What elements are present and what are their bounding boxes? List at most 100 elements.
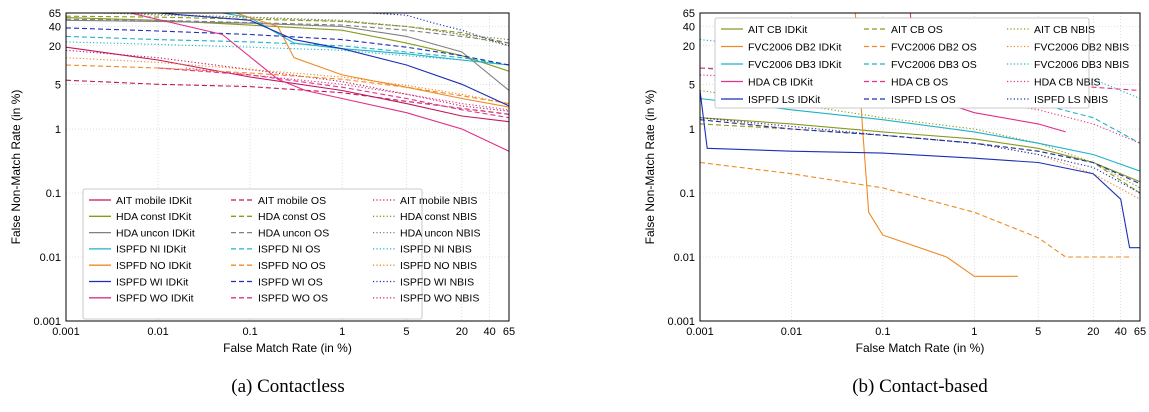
x-tick-label: 1 [339, 326, 345, 338]
y-tick-label: 0.01 [40, 252, 61, 264]
legend-entry: ISPFD NI OS [258, 244, 320, 256]
y-tick-label: 5 [55, 79, 61, 91]
legend-entry: AIT mobile OS [258, 195, 326, 207]
series-line-ispfd-wo-os [157, 67, 509, 119]
x-tick-label: 40 [1115, 326, 1127, 338]
legend-entry: FVC2006 DB3 OS [891, 59, 977, 71]
x-tick-label: 0.1 [875, 326, 890, 338]
legend: AIT CB IDKit FVC2006 DB2 IDKit FVC2006 DB3… [714, 17, 1129, 109]
series-line-ait-mobile-os [66, 79, 509, 115]
y-axis-label: False Non-Match Rate (in %) [643, 90, 657, 245]
x-tick-label: 65 [1134, 326, 1146, 338]
series-line-fvc2006-db2-idkit [854, 13, 1018, 277]
y-tick-label: 65 [49, 8, 61, 20]
legend-entry: FVC2006 DB3 NBIS [1034, 59, 1129, 71]
legend-box [82, 188, 423, 320]
x-tick-label: 5 [1035, 326, 1041, 338]
series-line-ispfd-no-nbis [66, 57, 509, 105]
legend-entry: FVC2006 DB2 NBIS [1034, 41, 1129, 53]
series-line-ispfd-wo-nbis [185, 67, 509, 111]
legend-entry: ISPFD LS NBIS [1034, 94, 1108, 106]
series-line-ispfd-ls-idkit [700, 90, 1140, 249]
legend-entry: ISPFD WO OS [258, 293, 328, 305]
y-axis-label: False Non-Match Rate (in %) [9, 90, 23, 245]
y-tick-label: 1 [55, 124, 61, 136]
chart-contact-based: 0.001 0.01 0.1 1 5 20 40 650.0010.010.115204065… [643, 8, 1146, 397]
y-tick-label: 20 [683, 41, 695, 53]
series-line-ispfd-ni-os [66, 35, 509, 66]
plot-frame [65, 12, 510, 322]
legend-entry: ISPFD WI OS [258, 276, 323, 288]
series-line-ispfd-ls-nbis [700, 117, 1140, 194]
legend-entry: ISPFD WO IDKit [116, 293, 194, 305]
subfigure-caption: (a) Contactless [231, 376, 344, 397]
legend-entry: HDA CB OS [891, 76, 948, 88]
legend-entry: ISPFD NI NBIS [400, 244, 472, 256]
series-group [66, 13, 509, 152]
x-tick-label: 5 [403, 326, 409, 338]
x-tick-label: 65 [503, 326, 515, 338]
series-line-hda-const-nbis [109, 13, 509, 47]
series-line-ispfd-wi-os [66, 27, 509, 66]
x-axis-label: False Match Rate (in %) [856, 341, 985, 355]
legend-entry: FVC2006 DB2 OS [891, 41, 977, 53]
legend-entry: HDA uncon NBIS [400, 227, 481, 239]
x-tick-label: 20 [456, 326, 468, 338]
y-tick-label: 20 [49, 41, 61, 53]
series-line-hda-uncon-nbis [93, 13, 509, 41]
x-tick-label: 0.01 [781, 326, 802, 338]
legend-entry: AIT CB OS [891, 24, 943, 36]
legend-entry: ISPFD NI IDKit [116, 244, 186, 256]
x-axis-label: False Match Rate (in %) [223, 341, 352, 355]
y-tick-label: 65 [683, 8, 695, 20]
plot-frame [699, 12, 1141, 322]
y-tick-label: 40 [49, 21, 61, 33]
legend-entry: ISPFD LS OS [891, 94, 956, 106]
legend-entry: ISPFD LS IDKit [748, 94, 820, 106]
legend-entry: HDA uncon IDKit [116, 227, 195, 239]
series-line-ispfd-no-idkit [235, 13, 509, 108]
legend-entry: ISPFD WO NBIS [400, 293, 479, 305]
legend-entry: FVC2006 DB3 IDKit [748, 59, 841, 71]
series-line-fvc2006-db2-os [700, 161, 1130, 258]
series-line-fvc2006-db3-idkit [700, 97, 1140, 172]
series-line-ispfd-wi-idkit [157, 13, 509, 107]
legend-entry: AIT CB NBIS [1034, 24, 1095, 36]
y-tick-label: 0.1 [680, 188, 695, 200]
x-tick-label: 0.001 [52, 326, 80, 338]
y-tick-label: 0.001 [33, 316, 61, 328]
legend-entry: ISPFD WI NBIS [400, 276, 474, 288]
x-tick-label: 0.01 [147, 326, 168, 338]
y-tick-label: 1 [689, 124, 695, 136]
y-tick-label: 0.01 [674, 252, 695, 264]
legend-box [714, 17, 1090, 109]
legend-entry: HDA CB NBIS [1034, 76, 1101, 88]
series-line-hda-uncon-os [66, 18, 509, 44]
legend-entry: ISPFD NO NBIS [400, 260, 477, 272]
x-tick-label: 0.001 [686, 326, 714, 338]
series-line-ispfd-wo-idkit [130, 13, 509, 152]
y-tick-label: 0.001 [667, 316, 695, 328]
y-tick-label: 0.1 [46, 188, 61, 200]
series-line-ispfd-ni-nbis [66, 41, 509, 66]
series-line-hda-uncon-idkit [66, 19, 509, 91]
series-line-ispfd-wi-nbis [369, 13, 509, 47]
x-tick-label: 0.1 [242, 326, 257, 338]
x-tick-label: 20 [1087, 326, 1099, 338]
series-line-ait-mobile-nbis [66, 49, 509, 112]
x-tick-label: 1 [971, 326, 977, 338]
x-tick-label: 40 [483, 326, 495, 338]
y-tick-label: 5 [689, 79, 695, 91]
legend-entry: ISPFD NO IDKit [116, 260, 191, 272]
legend-entry: AIT CB IDKit [748, 24, 807, 36]
subfigure-caption: (b) Contact-based [852, 376, 988, 397]
legend-entry: HDA uncon OS [258, 227, 329, 239]
legend-entry: HDA const IDKit [116, 211, 191, 223]
legend-entry: FVC2006 DB2 IDKit [748, 41, 841, 53]
series-line-ait-mobile-idkit [66, 46, 509, 123]
legend-entry: HDA const NBIS [400, 211, 477, 223]
legend-entry: HDA const OS [258, 211, 326, 223]
chart-contactless: 0.001 0.01 0.1 1 5 20 40 650.0010.010.115204065… [9, 8, 515, 397]
legend-entry: ISPFD WI IDKit [116, 276, 188, 288]
